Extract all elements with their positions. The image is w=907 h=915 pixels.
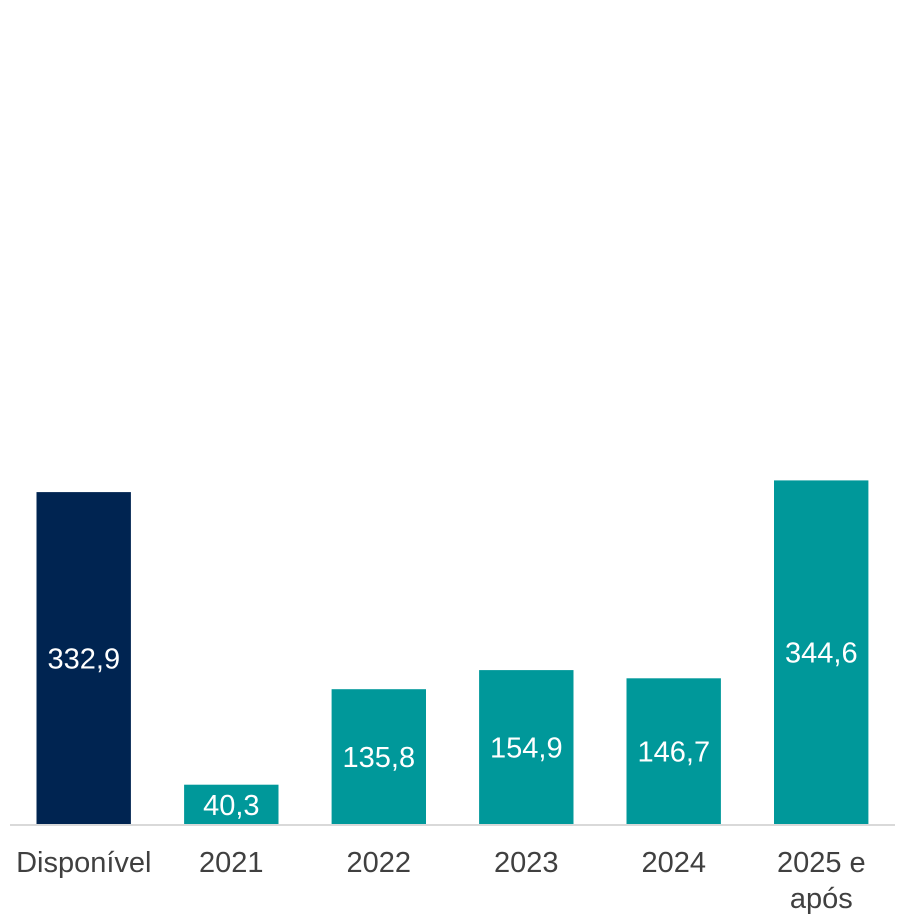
x-tick-label-line: Disponível bbox=[16, 847, 151, 879]
x-tick-label-line: 2022 bbox=[347, 847, 412, 879]
bar-4 bbox=[626, 678, 721, 825]
bar-value-label-5: 344,6 bbox=[785, 638, 858, 670]
bar-value-label-2: 135,8 bbox=[343, 742, 416, 774]
bar-0 bbox=[36, 492, 131, 825]
x-tick-label-line: 2023 bbox=[494, 847, 559, 879]
x-tick-label-1: 2021 bbox=[199, 847, 264, 879]
bar-5 bbox=[774, 480, 869, 825]
x-tick-label-0: Disponível bbox=[16, 847, 151, 879]
x-tick-label-line: 2025 e bbox=[777, 847, 866, 879]
bar-value-label-0: 332,9 bbox=[48, 644, 121, 676]
x-tick-label-line: após bbox=[790, 883, 853, 915]
bar-value-label-4: 146,7 bbox=[638, 737, 711, 769]
bar-1 bbox=[184, 784, 279, 825]
x-tick-label-2: 2022 bbox=[347, 847, 412, 879]
bar-2 bbox=[331, 689, 426, 825]
x-tick-label-line: 2021 bbox=[199, 847, 264, 879]
bars-group bbox=[36, 480, 869, 825]
bar-value-label-1: 40,3 bbox=[203, 790, 259, 822]
value-labels-group: 332,9 40,3 135,8 154,9 146,7 344,6 bbox=[48, 638, 858, 822]
x-tick-label-line: 2024 bbox=[642, 847, 707, 879]
bar-value-label-3: 154,9 bbox=[490, 733, 563, 765]
x-tick-labels-group: Disponível 2021 2022 2023 2024 2025 e após bbox=[16, 847, 866, 915]
x-tick-label-3: 2023 bbox=[494, 847, 559, 879]
bar-3 bbox=[479, 670, 574, 825]
x-tick-label-5: 2025 e após bbox=[777, 847, 866, 915]
x-tick-label-4: 2024 bbox=[642, 847, 707, 879]
